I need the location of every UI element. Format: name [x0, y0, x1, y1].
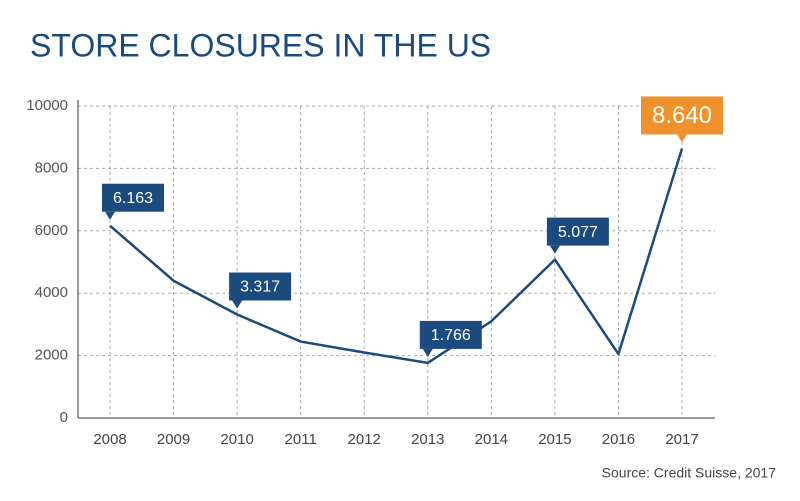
callout-pointer: [422, 348, 433, 357]
x-tick-label: 2016: [602, 431, 635, 448]
x-tick-label: 2010: [220, 431, 253, 448]
value-label: 8.640: [652, 102, 712, 129]
callout-pointer: [677, 134, 687, 143]
value-label: 5.077: [558, 224, 598, 241]
value-label: 3.317: [240, 279, 280, 296]
x-tick-label: 2017: [665, 431, 698, 448]
x-tick-label: 2012: [348, 431, 381, 448]
value-label: 1.766: [431, 327, 471, 344]
x-tick-label: 2013: [411, 431, 444, 448]
line: [109, 148, 684, 365]
x-tick-label: 2008: [93, 431, 126, 448]
callout-pointer: [549, 245, 560, 254]
source: Source: Credit Suisse, 2017: [602, 465, 777, 481]
callout-box: [102, 183, 164, 212]
y-tick-label: 10000: [26, 97, 68, 114]
callout-box: [546, 217, 609, 246]
y-tick-label: 8000: [35, 159, 68, 176]
x-tick-label: 2011: [285, 431, 317, 448]
callout-box: [229, 272, 292, 301]
value-label: 6.163: [113, 190, 153, 207]
x-tick-label: 2014: [475, 431, 508, 448]
callout-pointer: [105, 211, 115, 220]
callout-box: [641, 96, 723, 135]
x-tick-label: 2009: [157, 431, 190, 448]
chart-title: STORE CLOSURES IN THE US: [30, 27, 491, 63]
y-tick-label: 0: [60, 409, 68, 426]
x-tick-label: 2015: [538, 431, 571, 448]
callout-pointer: [232, 300, 243, 309]
y-tick-label: 6000: [35, 222, 68, 239]
y-tick-label: 2000: [35, 347, 68, 364]
callout-box: [419, 320, 482, 349]
y-tick-label: 4000: [35, 284, 68, 301]
